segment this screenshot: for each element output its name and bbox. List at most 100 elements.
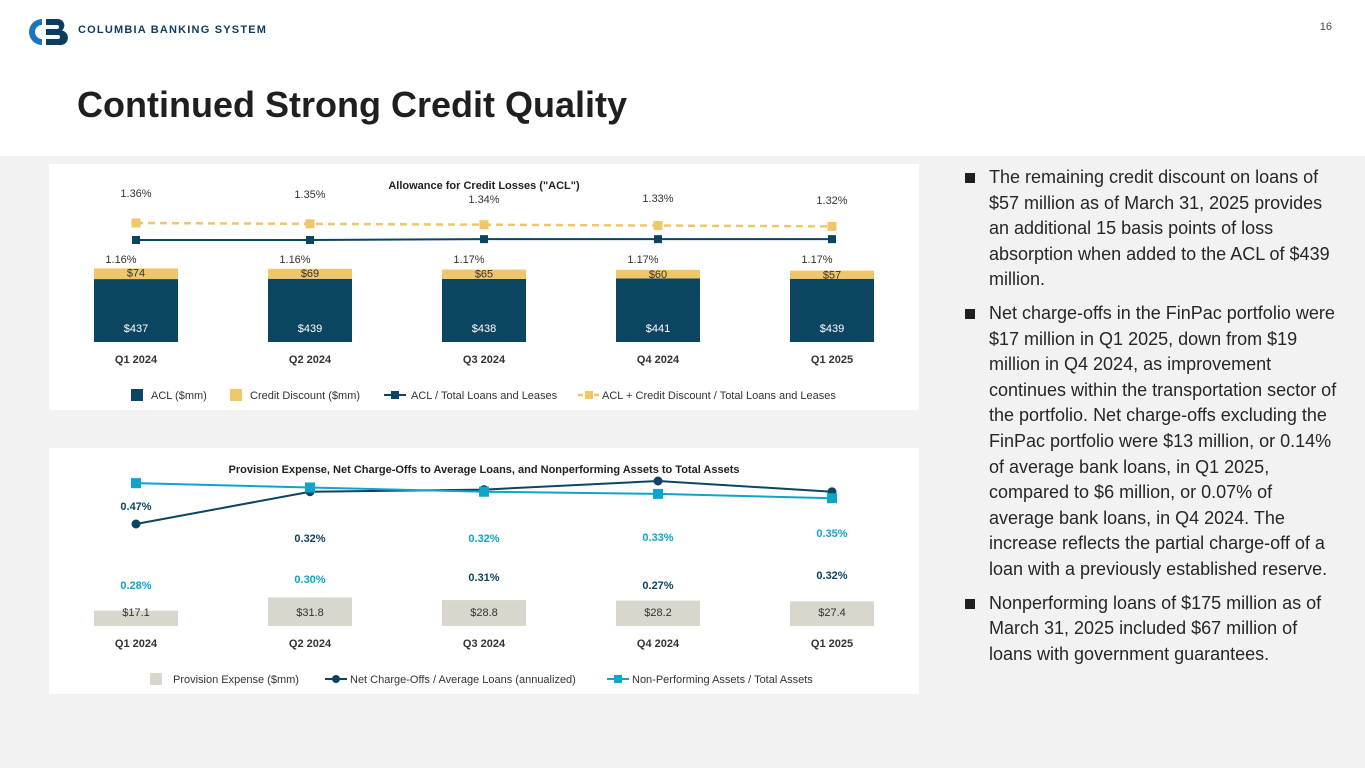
bullet-square-icon (965, 173, 975, 183)
net-charge-off-label: 0.47% (120, 501, 151, 513)
provision-chart-panel: Provision Expense, Net Charge-Offs to Av… (49, 448, 919, 694)
provision-value-label: $31.8 (296, 607, 324, 619)
npa-label: 0.35% (816, 528, 847, 540)
net-charge-off-label: 0.27% (642, 580, 673, 592)
bullet-item: The remaining credit discount on loans o… (962, 165, 1342, 293)
x-tick-label: Q1 2025 (811, 638, 853, 650)
acl-plus-discount-ratio-label: 1.34% (468, 194, 499, 206)
discount-value-label: $65 (475, 269, 493, 281)
commentary-list: The remaining credit discount on loans o… (962, 165, 1342, 675)
net-charge-off-label: 0.32% (816, 570, 847, 582)
npa-label: 0.33% (642, 532, 673, 544)
bullet-square-icon (965, 598, 975, 609)
acl-bar (94, 279, 178, 342)
acl-plus-discount-ratio-label: 1.35% (294, 189, 325, 201)
legend-nco-marker (332, 675, 340, 683)
acl-plus-discount-ratio-label: 1.36% (120, 188, 151, 200)
npa-marker (653, 488, 663, 499)
acl-chart: Allowance for Credit Losses ("ACL") $437 $… (94, 180, 874, 402)
npa-label: 0.28% (120, 580, 151, 592)
provision-value-label: $17.1 (122, 607, 150, 619)
legend-acl-plus-discount-marker (585, 391, 593, 399)
chart-title: Allowance for Credit Losses ("ACL") (388, 180, 580, 192)
acl-ratio-marker (306, 236, 314, 244)
x-tick-label: Q4 2024 (637, 638, 680, 650)
acl-bar (790, 278, 874, 342)
page-number: 16 (1319, 21, 1332, 33)
acl-bar (616, 278, 700, 342)
npa-marker (305, 482, 315, 493)
provision-expense-bar (790, 601, 874, 626)
acl-plus-discount-ratio-marker (305, 219, 315, 229)
bullet-square-icon (965, 308, 975, 319)
acl-plus-discount-ratio-label: 1.32% (816, 195, 847, 207)
discount-value-label: $60 (649, 269, 667, 281)
net-charge-off-label: 0.31% (468, 572, 499, 584)
page-title: Continued Strong Credit Quality (77, 84, 627, 125)
acl-ratio-label: 1.17% (453, 254, 484, 266)
credit-discount-bar (94, 268, 178, 280)
x-tick-label: Q2 2024 (289, 638, 332, 650)
acl-plus-discount-ratio-marker (479, 220, 489, 230)
acl-ratio-label: 1.17% (801, 254, 832, 266)
discount-value-label: $57 (823, 270, 841, 282)
acl-ratio-label: 1.17% (627, 254, 658, 266)
chart-title: Provision Expense, Net Charge-Offs to Av… (229, 464, 740, 476)
x-tick-label: Q4 2024 (637, 354, 680, 366)
credit-discount-bar (616, 269, 700, 279)
npa-marker (479, 486, 489, 497)
legend-discount-swatch (230, 389, 242, 401)
provision-expense-bar (268, 597, 352, 626)
legend-acl-ratio-marker (391, 391, 399, 399)
discount-value-label: $74 (127, 267, 145, 279)
credit-discount-bar (790, 270, 874, 279)
bullet-text: Net charge-offs in the FinPac portfolio … (989, 302, 1337, 579)
credit-discount-bar (442, 269, 526, 279)
legend-acl-label: ACL ($mm) (151, 390, 207, 402)
bullet-item: Net charge-offs in the FinPac portfolio … (962, 301, 1342, 583)
legend-nco-label: Net Charge-Offs / Average Loans (annuali… (350, 674, 576, 686)
provision-expense-bar (616, 600, 700, 626)
acl-chart-panel: Allowance for Credit Losses ("ACL") $437 $… (49, 164, 919, 410)
company-logo[interactable]: COLUMBIA BANKING SYSTEM (26, 17, 276, 47)
x-tick-label: Q3 2024 (463, 354, 506, 366)
acl-value-label: $438 (472, 323, 496, 335)
x-tick-label: Q1 2025 (811, 354, 853, 366)
acl-ratio-label: 1.16% (279, 254, 310, 266)
provision-chart: Provision Expense, Net Charge-Offs to Av… (94, 464, 874, 686)
npa-marker (827, 493, 837, 504)
net-charge-off-label: 0.32% (294, 533, 325, 545)
x-tick-label: Q2 2024 (289, 354, 332, 366)
acl-ratio-marker (654, 235, 662, 244)
x-tick-label: Q1 2024 (115, 638, 158, 650)
npa-marker (131, 478, 141, 489)
net-charge-off-marker (653, 476, 663, 486)
acl-plus-discount-ratio-label: 1.33% (642, 193, 673, 205)
x-tick-label: Q1 2024 (115, 354, 158, 366)
legend-provision-swatch (150, 673, 162, 685)
acl-ratio-marker (132, 236, 140, 244)
discount-value-label: $69 (301, 268, 319, 280)
acl-bar (268, 278, 352, 342)
net-charge-off-marker (131, 519, 141, 529)
bullet-text: Nonperforming loans of $175 million as o… (989, 592, 1322, 664)
cb-logo-icon (29, 19, 68, 46)
bullet-text: The remaining credit discount on loans o… (989, 167, 1330, 290)
legend-npa-marker (614, 675, 622, 683)
acl-bar (442, 278, 526, 342)
acl-value-label: $441 (646, 323, 670, 335)
provision-value-label: $28.2 (644, 607, 672, 619)
acl-ratio-marker (828, 235, 836, 244)
provision-expense-bar (442, 600, 526, 626)
legend-discount-label: Credit Discount ($mm) (250, 390, 360, 402)
acl-plus-discount-ratio-marker (653, 221, 663, 231)
company-name: COLUMBIA BANKING SYSTEM (78, 24, 268, 36)
acl-ratio-marker (480, 235, 488, 244)
credit-discount-bar (268, 268, 352, 279)
acl-value-label: $437 (124, 323, 148, 335)
bullet-item: Nonperforming loans of $175 million as o… (962, 591, 1342, 668)
legend-acl-plus-discount-label: ACL + Credit Discount / Total Loans and … (602, 390, 836, 402)
acl-plus-discount-ratio-marker (827, 221, 837, 231)
legend-acl-ratio-label: ACL / Total Loans and Leases (411, 390, 558, 402)
npa-label: 0.32% (468, 533, 499, 545)
